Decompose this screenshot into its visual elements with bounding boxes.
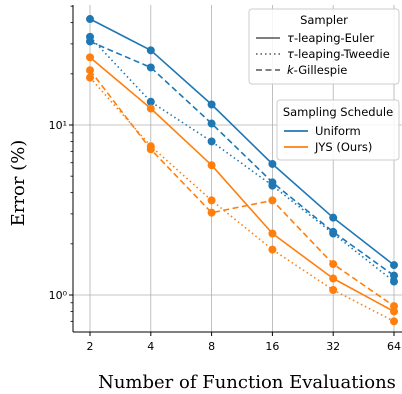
point-uniform-euler-0 bbox=[86, 15, 94, 24]
point-jys-euler-4 bbox=[329, 274, 338, 283]
x-axis-label: Number of Function Evaluations bbox=[98, 372, 396, 393]
point-uniform-tweedie-2 bbox=[207, 137, 216, 146]
point-jys-tweedie-0 bbox=[86, 73, 94, 82]
legend-sampler-label-symbol-0: τ bbox=[287, 31, 294, 45]
point-uniform-gillespie-3 bbox=[268, 178, 277, 187]
series-line-jys-tweedie bbox=[89, 77, 395, 323]
point-jys-tweedie-3 bbox=[268, 245, 277, 254]
x-tick-label-2: 8 bbox=[208, 340, 215, 353]
point-uniform-gillespie-2 bbox=[207, 119, 216, 128]
y-axis-label: Error (%) bbox=[8, 140, 29, 227]
point-uniform-tweedie-5 bbox=[390, 277, 398, 286]
point-uniform-gillespie-4 bbox=[329, 227, 338, 236]
series-uniform-euler bbox=[86, 15, 398, 270]
legend-sampler-label-rest-2: -Gillespie bbox=[294, 63, 348, 77]
point-jys-tweedie-5 bbox=[390, 317, 398, 326]
point-jys-euler-2 bbox=[207, 161, 216, 170]
series-jys-gillespie bbox=[86, 66, 398, 311]
legend-schedule-frame bbox=[276, 99, 400, 161]
point-uniform-gillespie-1 bbox=[146, 63, 155, 72]
legend-sampler-title: Sampler bbox=[300, 13, 348, 27]
series-line-jys-gillespie bbox=[89, 69, 395, 307]
point-jys-gillespie-2 bbox=[207, 208, 216, 217]
point-jys-gillespie-4 bbox=[329, 260, 338, 269]
x-tick-label-0: 2 bbox=[87, 340, 94, 353]
series-uniform-gillespie bbox=[86, 37, 398, 280]
point-jys-euler-0 bbox=[86, 53, 94, 62]
point-uniform-euler-5 bbox=[390, 261, 398, 270]
point-jys-euler-3 bbox=[268, 229, 277, 238]
legend-sampler-label-rest-1: -leaping-Tweedie bbox=[294, 47, 390, 61]
point-jys-gillespie-1 bbox=[146, 145, 155, 154]
point-uniform-gillespie-5 bbox=[390, 271, 398, 280]
legend-sampler-frame bbox=[248, 8, 400, 85]
x-tick-label-1: 4 bbox=[147, 340, 154, 353]
legend-sampler-label-symbol-2: k bbox=[287, 63, 295, 77]
y-tick-label-1: 10¹ bbox=[49, 119, 67, 132]
legend-sampler-label-symbol-1: τ bbox=[287, 47, 294, 61]
series-line-jys-euler bbox=[89, 56, 395, 313]
legend-sampler-label-2: k-Gillespie bbox=[287, 63, 347, 77]
point-jys-gillespie-0 bbox=[86, 66, 94, 75]
legend-sampler-label-0: τ-leaping-Euler bbox=[287, 31, 374, 45]
legend-sampler-label-1: τ-leaping-Tweedie bbox=[287, 47, 390, 61]
point-uniform-euler-1 bbox=[146, 46, 155, 55]
point-jys-gillespie-5 bbox=[390, 302, 398, 311]
point-uniform-euler-2 bbox=[207, 100, 216, 109]
point-uniform-gillespie-0 bbox=[86, 37, 94, 46]
point-jys-gillespie-3 bbox=[268, 196, 277, 205]
axes bbox=[69, 5, 402, 336]
legend-schedule: Sampling Schedule Uniform JYS (Ours) bbox=[276, 99, 400, 161]
series-line-uniform-euler bbox=[89, 18, 395, 266]
point-jys-euler-1 bbox=[146, 104, 155, 113]
x-tick-label-5: 64 bbox=[387, 340, 401, 353]
series-layer bbox=[86, 15, 398, 326]
point-uniform-euler-4 bbox=[329, 213, 338, 222]
tick-labels: 2 4 8 16 32 64 10⁰ 10¹ bbox=[49, 119, 401, 353]
x-tick-label-4: 32 bbox=[326, 340, 340, 353]
legend-sampler: Sampler τ-leaping-Eulerτ-leaping-Tweedie… bbox=[248, 8, 400, 85]
legend-sampler-label-rest-0: -leaping-Euler bbox=[294, 31, 375, 45]
x-tick-label-3: 16 bbox=[265, 340, 279, 353]
legend-schedule-label-0: Uniform bbox=[315, 124, 361, 138]
legend-schedule-title: Sampling Schedule bbox=[283, 105, 393, 119]
point-uniform-tweedie-1 bbox=[146, 97, 155, 106]
series-line-uniform-tweedie bbox=[89, 36, 395, 283]
y-tick-label-0: 10⁰ bbox=[49, 289, 68, 302]
legend-schedule-label-1: JYS (Ours) bbox=[314, 140, 372, 154]
point-jys-tweedie-2 bbox=[207, 196, 216, 205]
point-uniform-euler-3 bbox=[268, 159, 277, 168]
series-line-uniform-gillespie bbox=[89, 40, 395, 277]
series-jys-euler bbox=[86, 53, 398, 316]
point-jys-tweedie-4 bbox=[329, 286, 338, 295]
